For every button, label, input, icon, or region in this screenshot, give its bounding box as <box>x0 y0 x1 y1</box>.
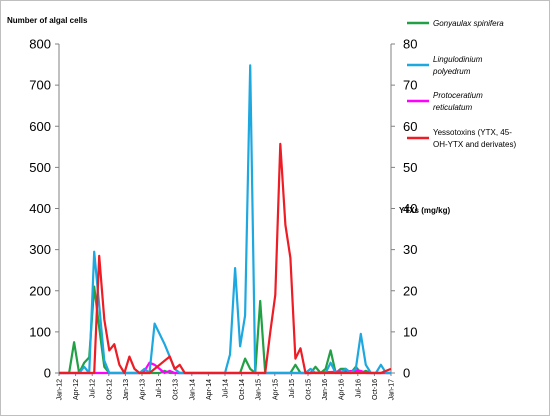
y-right-tick-label: 30 <box>403 242 417 257</box>
y-right-tick-label: 50 <box>403 160 417 175</box>
y-left-tick-label: 700 <box>29 78 51 93</box>
series-lines <box>59 64 392 375</box>
axes <box>58 44 392 374</box>
y-right-tick-label: 0 <box>403 366 410 381</box>
series-line-1 <box>59 64 391 375</box>
series-line-0 <box>59 285 391 375</box>
x-tick-label: Oct-14 <box>239 379 246 400</box>
y-right-tick-label: 60 <box>403 119 417 134</box>
y-left-tick-label: 500 <box>29 160 51 175</box>
y-left-tick-label: 300 <box>29 242 51 257</box>
x-tick-label: Jan-17 <box>389 379 396 401</box>
x-tick-label: Apr-16 <box>339 379 346 400</box>
y-right-axis-title: YTXs (mg/kg) <box>399 206 450 215</box>
x-tick-label: Jul-14 <box>223 379 230 398</box>
x-tick-label: Oct-13 <box>173 379 180 400</box>
x-tick-label: Jan-16 <box>322 379 329 401</box>
x-tick-label: Apr-13 <box>140 379 147 400</box>
x-tick-label: Jul-15 <box>289 379 296 398</box>
y-left-tick-label: 100 <box>29 324 51 339</box>
x-tick-label: Oct-12 <box>106 379 113 400</box>
x-tick-label: Jul-13 <box>156 379 163 398</box>
y-left-tick-label: 600 <box>29 119 51 134</box>
x-tick-label: Jul-12 <box>90 379 97 398</box>
y-left-tick-label: 400 <box>29 201 51 216</box>
legend-label-1: polyedrum <box>432 67 471 76</box>
series-line-3 <box>59 142 392 375</box>
x-tick-label: Oct-15 <box>306 379 313 400</box>
legend-label-3: Yessotoxins (YTX, 45- <box>433 128 512 137</box>
x-tick-label: Jan-13 <box>123 379 130 401</box>
y-right-tick-label: 80 <box>403 37 417 52</box>
x-tick-label: Oct-16 <box>372 379 379 400</box>
legend-label-1: Lingulodinium <box>433 55 483 64</box>
y-left-axis-title: Number of algal cells <box>7 16 88 25</box>
y-right-tick-label: 70 <box>403 78 417 93</box>
y-left-tick-label: 200 <box>29 283 51 298</box>
x-tick-label: Jan-15 <box>256 379 263 401</box>
tick-labels: 0 100 200 300 400 500 600 700 800 0 10 20 30 40 50 60 70… <box>29 37 417 401</box>
x-tick-label: Apr-14 <box>206 379 213 400</box>
legend-label-3: OH-YTX and derivates) <box>433 140 516 149</box>
legend-label-0: Gonyaulax spinifera <box>433 19 504 28</box>
x-tick-label: Jan-14 <box>189 379 196 401</box>
y-right-tick-label: 40 <box>403 201 417 216</box>
x-tick-label: Jan-12 <box>57 379 64 401</box>
y-right-tick-label: 10 <box>403 324 417 339</box>
y-right-tick-label: 20 <box>403 283 417 298</box>
legend: Gonyaulax spinifera Lingulodinium polyedru… <box>407 19 516 149</box>
x-tick-label: Apr-12 <box>73 379 80 400</box>
y-left-tick-label: 0 <box>44 366 51 381</box>
y-left-tick-label: 800 <box>29 37 51 52</box>
x-tick-label: Apr-15 <box>272 379 279 400</box>
legend-label-2: Protoceratium <box>433 91 483 100</box>
legend-label-2: reticulatum <box>433 103 472 112</box>
x-tick-label: Jul-16 <box>355 379 362 398</box>
